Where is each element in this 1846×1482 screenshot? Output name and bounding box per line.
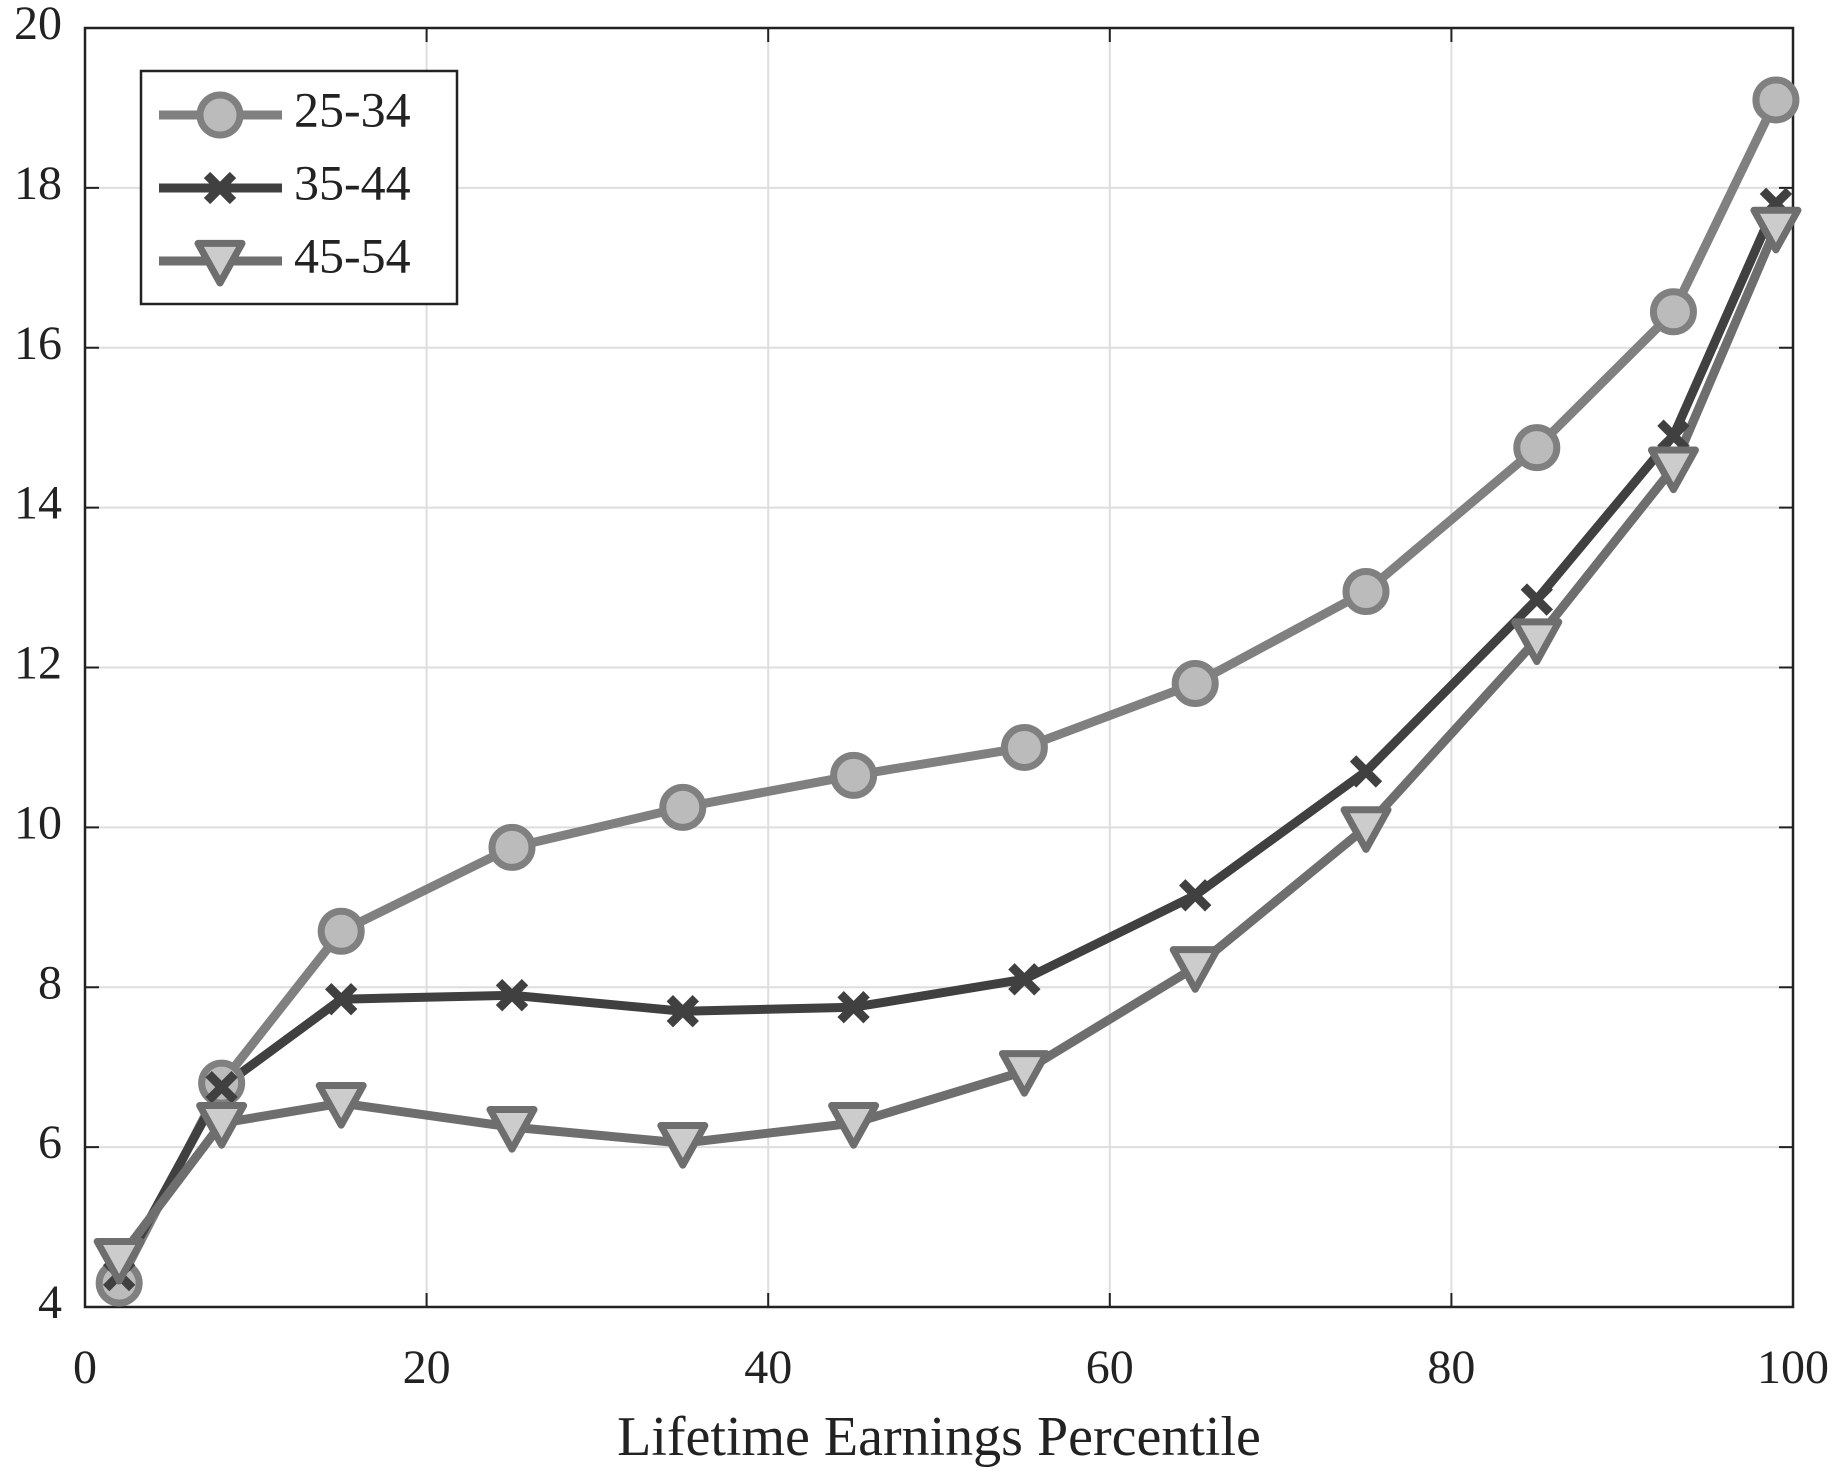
data-point — [1179, 879, 1212, 912]
data-point — [1752, 76, 1800, 124]
data-point — [495, 979, 529, 1012]
legend-label: 25-34 — [294, 81, 411, 137]
data-point — [325, 983, 358, 1016]
legend-marker — [196, 91, 244, 139]
data-point — [1342, 568, 1390, 616]
data-point — [666, 995, 699, 1028]
y-tick-label: 12 — [14, 637, 62, 690]
y-tick-label: 8 — [38, 956, 62, 1009]
legend-marker — [194, 239, 246, 287]
y-tick-label: 16 — [14, 317, 62, 370]
legend-marker — [203, 171, 237, 205]
data-point — [828, 1102, 880, 1149]
data-point — [317, 907, 365, 955]
y-tick-label: 18 — [14, 157, 62, 210]
legend-label: 45-54 — [294, 227, 411, 283]
x-tick-label: 80 — [1427, 1341, 1475, 1394]
data-point — [1171, 659, 1219, 707]
data-point — [1169, 946, 1221, 993]
y-tick-label: 14 — [14, 477, 62, 530]
data-point — [93, 1237, 145, 1285]
data-point — [1647, 446, 1699, 494]
data-point — [998, 1050, 1050, 1097]
data-point — [1340, 806, 1392, 853]
legend-label: 35-44 — [294, 154, 411, 210]
y-tick-label: 4 — [38, 1276, 62, 1329]
x-tick-label: 100 — [1757, 1341, 1829, 1394]
data-point — [659, 783, 707, 831]
data-point — [830, 751, 878, 799]
x-axis-label: Lifetime Earnings Percentile — [617, 1406, 1261, 1468]
plot-frame — [83, 26, 1795, 1309]
data-point — [486, 1106, 538, 1153]
data-point — [205, 1070, 238, 1104]
y-tick-label: 20 — [14, 0, 62, 50]
data-point — [1349, 755, 1383, 788]
data-point — [1657, 419, 1690, 452]
data-point — [837, 991, 870, 1024]
data-point — [1000, 723, 1048, 771]
data-point — [1513, 424, 1561, 472]
x-tick-label: 20 — [403, 1341, 451, 1394]
data-point — [1750, 206, 1802, 254]
series-line — [115, 202, 1781, 1278]
data-point — [315, 1082, 367, 1129]
x-tick-label: 60 — [1086, 1341, 1134, 1394]
data-point — [657, 1122, 709, 1169]
series-line — [115, 97, 1780, 1286]
data-point — [1520, 583, 1553, 616]
x-tick-label: 0 — [73, 1341, 97, 1394]
y-tick-label: 10 — [14, 796, 62, 849]
data-point — [1511, 618, 1563, 666]
series-line — [115, 226, 1781, 1262]
data-point — [196, 1102, 248, 1149]
data-point — [1008, 963, 1041, 996]
data-point — [1649, 288, 1697, 336]
data-point — [488, 823, 536, 871]
y-tick-label: 6 — [38, 1116, 62, 1169]
x-tick-label: 40 — [744, 1341, 792, 1394]
